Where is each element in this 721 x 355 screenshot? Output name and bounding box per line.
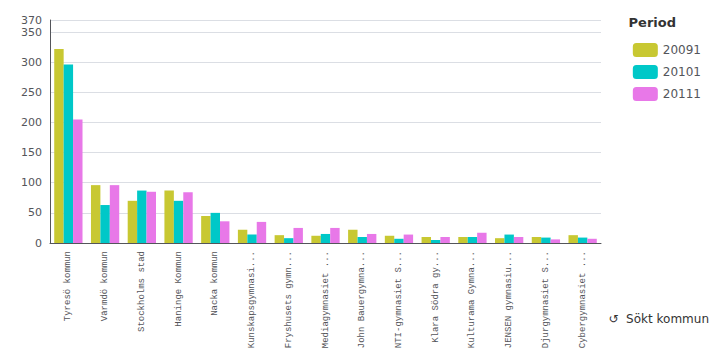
svg-text:Cybergymnasiet ...: Cybergymnasiet ... bbox=[578, 251, 588, 348]
svg-text:Fryshusets gymn...: Fryshusets gymn... bbox=[284, 251, 294, 348]
svg-text:Period: Period bbox=[629, 15, 676, 30]
svg-text:John Bauergymna...: John Bauergymna... bbox=[357, 251, 367, 348]
svg-text:Kulturama Gymna...: Kulturama Gymna... bbox=[467, 251, 477, 348]
svg-text:150: 150 bbox=[21, 146, 42, 159]
svg-text:370: 370 bbox=[21, 14, 42, 27]
svg-text:300: 300 bbox=[21, 56, 42, 69]
svg-text:Stockholms stad: Stockholms stad bbox=[137, 251, 147, 332]
svg-text:↺ Sökt kommun: ↺ Sökt kommun bbox=[608, 312, 709, 326]
svg-text:250: 250 bbox=[21, 86, 42, 99]
svg-text:Tyresö kommun: Tyresö kommun bbox=[63, 251, 73, 321]
svg-text:20111: 20111 bbox=[663, 87, 701, 101]
svg-text:Nacka kommun: Nacka kommun bbox=[210, 251, 220, 316]
svg-text:NTI-gymnasiet S...: NTI-gymnasiet S... bbox=[394, 251, 404, 348]
svg-text:20101: 20101 bbox=[663, 65, 701, 79]
svg-text:100: 100 bbox=[21, 176, 42, 189]
svg-text:Mediagymnasiet ...: Mediagymnasiet ... bbox=[321, 251, 331, 348]
svg-text:Kunskapsgymnasi...: Kunskapsgymnasi... bbox=[247, 251, 257, 348]
svg-text:200: 200 bbox=[21, 116, 42, 129]
svg-text:0: 0 bbox=[35, 237, 42, 250]
svg-text:Haninge Kommun: Haninge Kommun bbox=[174, 251, 184, 327]
svg-text:350: 350 bbox=[21, 26, 42, 39]
svg-text:JENSEN gymnasiu...: JENSEN gymnasiu... bbox=[504, 251, 514, 348]
svg-text:20091: 20091 bbox=[663, 43, 701, 57]
svg-text:Djurgymnasiet S...: Djurgymnasiet S... bbox=[541, 251, 551, 348]
svg-text:50: 50 bbox=[28, 206, 42, 219]
svg-text:Värmdö kommun: Värmdö kommun bbox=[100, 251, 110, 321]
svg-text:Klara Södra gy...: Klara Södra gy... bbox=[431, 251, 441, 343]
